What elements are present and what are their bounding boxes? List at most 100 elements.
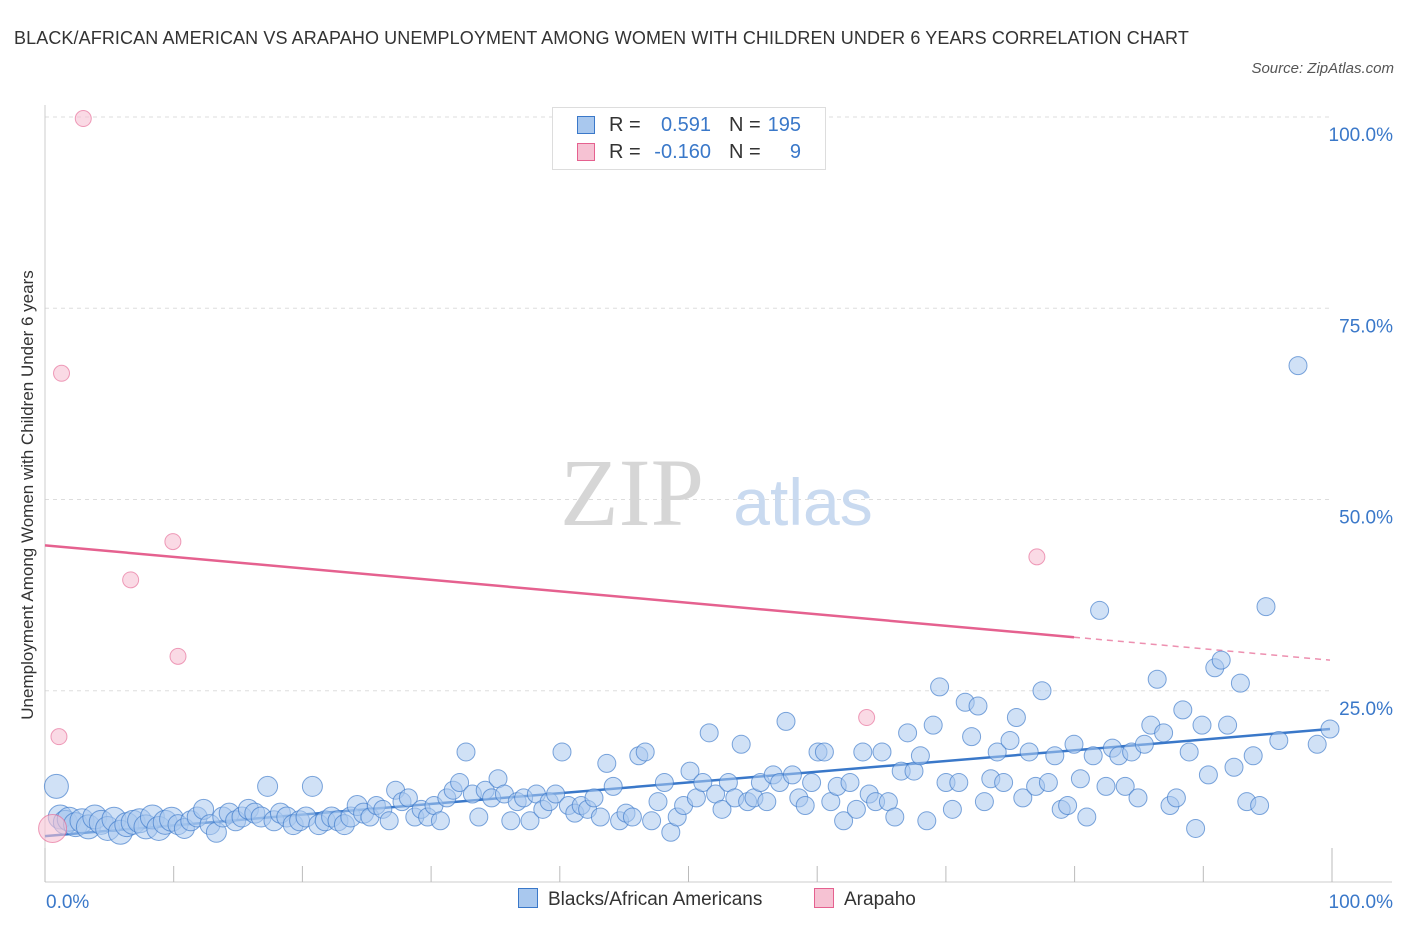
n-value-blue: 195 [767,114,801,136]
pink-point [74,110,92,128]
source-label: Source: ZipAtlas.com [1251,60,1394,77]
blue-point [456,742,476,762]
blue-point [962,727,982,747]
x-tick-label-max: 100.0% [1329,892,1394,913]
blue-point [642,811,662,831]
blue-point [43,773,69,799]
pink-point [122,571,140,589]
n-label-pink: N = [729,141,761,163]
y-axis-label: Unemployment Among Women with Children U… [18,270,37,719]
blue-point [1198,765,1218,785]
blue-point [1224,757,1244,777]
legend-item-blacks: Blacks/African Americans [518,888,762,916]
blue-point [693,773,713,793]
blue-point [1186,818,1206,838]
blue-point [776,711,796,731]
blue-point [603,776,623,796]
blue-point [910,746,930,766]
blue-point [872,742,892,762]
blue-point [1288,356,1308,376]
legend-label-arapaho: Arapaho [844,889,916,910]
blue-point [1192,715,1212,735]
blue-point [430,811,450,831]
blue-point [802,773,822,793]
blue-point [379,811,399,831]
blue-point [757,792,777,812]
blue-point [840,773,860,793]
blue-point [1128,788,1148,808]
watermark: ZIP atlas [560,439,873,546]
blue-point [898,723,918,743]
legend-swatch-blue [518,888,538,908]
blue-swatch [577,116,595,134]
blue-point [597,753,617,773]
blue-point [814,742,834,762]
tick-labels: 100.0% 75.0% 50.0% 25.0% 0.0% 100.0% [46,125,1393,913]
blue-point [1179,742,1199,762]
pink-swatch [577,143,595,161]
x-tick-label-min: 0.0% [46,892,89,913]
blue-point [552,742,572,762]
y-tick-label-3: 25.0% [1339,699,1393,720]
blue-point [994,773,1014,793]
pink-point [164,533,182,551]
blue-point [1032,681,1052,701]
blue-point [1230,673,1250,693]
blue-point [546,784,566,804]
blue-point [885,807,905,827]
blue-point [834,811,854,831]
blue-point [501,811,521,831]
blue-point [1211,650,1231,670]
blue-point [1154,723,1174,743]
blue-point [1038,773,1058,793]
blue-point [987,742,1007,762]
blue-point [654,773,674,793]
blue-point [782,765,802,785]
blue-point [795,796,815,815]
blue-point [1173,700,1193,720]
r-value-pink: -0.160 [654,141,711,163]
r-label-blue: R = [609,114,641,136]
blue-point [301,775,323,797]
blue-point [648,792,668,812]
blue-point [1058,796,1078,815]
blue-point [635,742,655,762]
blue-point [1320,719,1340,739]
blue-point [699,723,719,743]
blue-point [731,734,751,754]
y-tick-label-1: 75.0% [1339,316,1393,337]
blue-point [930,677,950,697]
pink-point [53,364,71,382]
blue-point [942,799,962,819]
blue-point [520,811,540,831]
blue-point [469,807,489,827]
blue-point [923,715,943,735]
blue-point [968,696,988,716]
blue-point [1077,807,1097,827]
blue-point [257,775,279,797]
blue-point [974,792,994,812]
pink-trend-extension [1073,636,1331,661]
blue-point [584,788,604,808]
pink-point [38,813,68,843]
blue-point [1019,742,1039,762]
legend-swatch-pink [814,888,834,908]
correlation-stats-box: R = 0.591 N = 195 R = -0.160 N = 9 [552,107,826,170]
blue-point [1013,788,1033,808]
blue-point [712,799,732,819]
blue-point [1083,746,1103,766]
blue-point [1064,734,1084,754]
y-tick-label-2: 50.0% [1339,508,1393,529]
blue-point [1070,769,1090,789]
pink-trend-line [44,544,1075,639]
blue-point [1000,730,1020,750]
blue-point [1307,734,1327,754]
watermark-atlas: atlas [733,465,872,539]
grid-lines [45,116,1330,692]
blue-point [1243,746,1263,766]
blue-point [853,742,873,762]
legend-label-blacks: Blacks/African Americans [548,889,763,910]
n-label-blue: N = [729,114,761,136]
blue-point [1256,597,1276,617]
blue-point [1269,730,1289,750]
